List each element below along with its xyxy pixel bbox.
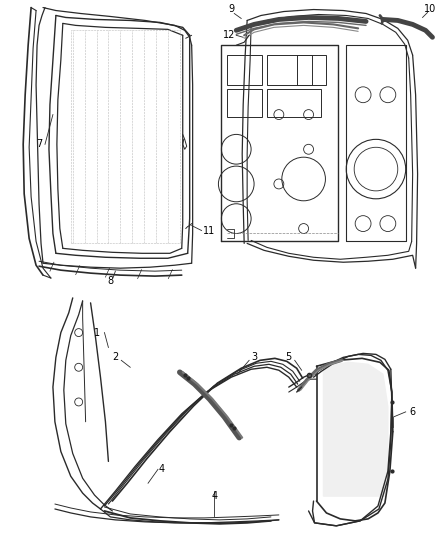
Text: 2: 2: [112, 352, 118, 362]
Bar: [267, 89, 321, 117]
Text: 4: 4: [212, 491, 218, 501]
Polygon shape: [323, 362, 388, 496]
Bar: [227, 89, 262, 117]
Text: 11: 11: [203, 225, 215, 236]
Text: 10: 10: [424, 4, 437, 13]
Text: 8: 8: [107, 276, 113, 286]
Text: 9: 9: [228, 4, 234, 13]
Bar: [267, 55, 311, 85]
Bar: [297, 55, 326, 85]
Text: 12: 12: [223, 30, 236, 41]
Text: 3: 3: [251, 352, 257, 362]
Text: 1: 1: [95, 328, 101, 337]
Text: 6: 6: [410, 407, 416, 417]
Text: 4: 4: [159, 464, 165, 474]
Text: 7: 7: [36, 139, 42, 149]
Bar: [227, 55, 262, 85]
Text: 5: 5: [286, 352, 292, 362]
